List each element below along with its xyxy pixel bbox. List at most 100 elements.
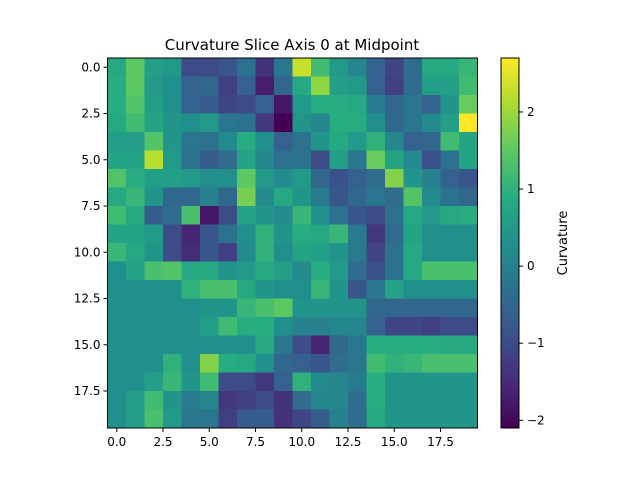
- heatmap-cell: [330, 132, 349, 151]
- heatmap-cell: [182, 354, 201, 373]
- heatmap-cell: [182, 280, 201, 299]
- x-tick-label: 17.5: [427, 435, 454, 449]
- heatmap-cell: [441, 132, 460, 151]
- heatmap-cell: [404, 151, 423, 170]
- heatmap-cell: [293, 243, 312, 262]
- heatmap-cell: [274, 58, 293, 77]
- heatmap-cell: [200, 243, 219, 262]
- heatmap-cell: [163, 243, 182, 262]
- heatmap-cell: [237, 95, 256, 114]
- heatmap-cell: [108, 391, 127, 410]
- heatmap-cell: [311, 206, 330, 225]
- heatmap-cell: [422, 132, 441, 151]
- heatmap-cell: [311, 188, 330, 207]
- heatmap-cell: [330, 169, 349, 188]
- heatmap-cell: [274, 77, 293, 96]
- heatmap-cell: [311, 373, 330, 392]
- heatmap-cell: [330, 262, 349, 281]
- heatmap-cell: [459, 262, 478, 281]
- y-tick-label: 2.5: [81, 107, 100, 121]
- heatmap-cell: [200, 58, 219, 77]
- heatmap-cell: [330, 410, 349, 429]
- heatmap-cell: [274, 151, 293, 170]
- heatmap-cell: [126, 188, 145, 207]
- heatmap-cell: [274, 114, 293, 133]
- heatmap-cell: [182, 58, 201, 77]
- heatmap-cell: [348, 132, 367, 151]
- heatmap-cell: [441, 262, 460, 281]
- heatmap-cell: [422, 114, 441, 133]
- heatmap-cell: [219, 169, 238, 188]
- heatmap-cell: [459, 280, 478, 299]
- heatmap-cell: [293, 336, 312, 355]
- heatmap-cell: [441, 77, 460, 96]
- heatmap-cell: [145, 373, 164, 392]
- heatmap-cell: [219, 410, 238, 429]
- heatmap-cell: [182, 225, 201, 244]
- heatmap-cell: [274, 262, 293, 281]
- heatmap-cells: [108, 58, 478, 428]
- heatmap-cell: [108, 299, 127, 318]
- heatmap-cell: [200, 262, 219, 281]
- heatmap-cell: [126, 243, 145, 262]
- heatmap-cell: [237, 336, 256, 355]
- heatmap-cell: [404, 410, 423, 429]
- heatmap-cell: [293, 188, 312, 207]
- colorbar-tick-label: −1: [527, 336, 545, 350]
- heatmap-cell: [163, 391, 182, 410]
- heatmap-cell: [348, 317, 367, 336]
- heatmap-cell: [367, 262, 386, 281]
- heatmap-cell: [163, 132, 182, 151]
- heatmap-cell: [200, 132, 219, 151]
- heatmap-cell: [145, 225, 164, 244]
- heatmap-cell: [163, 262, 182, 281]
- heatmap-cell: [200, 169, 219, 188]
- heatmap-cell: [108, 169, 127, 188]
- heatmap-cell: [182, 336, 201, 355]
- heatmap-cell: [145, 206, 164, 225]
- heatmap-cell: [385, 225, 404, 244]
- heatmap-cell: [237, 58, 256, 77]
- heatmap-cell: [330, 317, 349, 336]
- heatmap-cell: [219, 391, 238, 410]
- heatmap-cell: [441, 317, 460, 336]
- heatmap-cell: [256, 243, 275, 262]
- heatmap-cell: [422, 58, 441, 77]
- x-axis-ticks: 0.0 2.5 5.0 7.5 10.0 12.5 15.0 17.5: [107, 428, 454, 449]
- heatmap-cell: [274, 336, 293, 355]
- heatmap-cell: [385, 262, 404, 281]
- heatmap-cell: [311, 354, 330, 373]
- heatmap-cell: [311, 336, 330, 355]
- heatmap-cell: [108, 410, 127, 429]
- heatmap-cell: [367, 299, 386, 318]
- x-tick-label: 5.0: [200, 435, 219, 449]
- heatmap-cell: [422, 299, 441, 318]
- heatmap-cell: [182, 262, 201, 281]
- heatmap-cell: [274, 299, 293, 318]
- heatmap-cell: [182, 206, 201, 225]
- heatmap-cell: [200, 373, 219, 392]
- heatmap-cell: [367, 373, 386, 392]
- heatmap-cell: [367, 58, 386, 77]
- heatmap-cell: [256, 317, 275, 336]
- heatmap-cell: [108, 188, 127, 207]
- heatmap-cell: [404, 225, 423, 244]
- heatmap-cell: [330, 299, 349, 318]
- heatmap-cell: [200, 317, 219, 336]
- heatmap-cell: [163, 373, 182, 392]
- heatmap-cell: [348, 151, 367, 170]
- heatmap-cell: [404, 206, 423, 225]
- heatmap-cell: [256, 336, 275, 355]
- heatmap-cell: [385, 336, 404, 355]
- heatmap-cell: [126, 354, 145, 373]
- heatmap-cell: [182, 188, 201, 207]
- x-tick-label: 0.0: [107, 435, 126, 449]
- heatmap-cell: [348, 280, 367, 299]
- heatmap-cell: [385, 317, 404, 336]
- heatmap-cell: [200, 354, 219, 373]
- heatmap-cell: [163, 77, 182, 96]
- heatmap-cell: [311, 169, 330, 188]
- heatmap-cell: [126, 225, 145, 244]
- heatmap-cell: [163, 410, 182, 429]
- heatmap-cell: [293, 280, 312, 299]
